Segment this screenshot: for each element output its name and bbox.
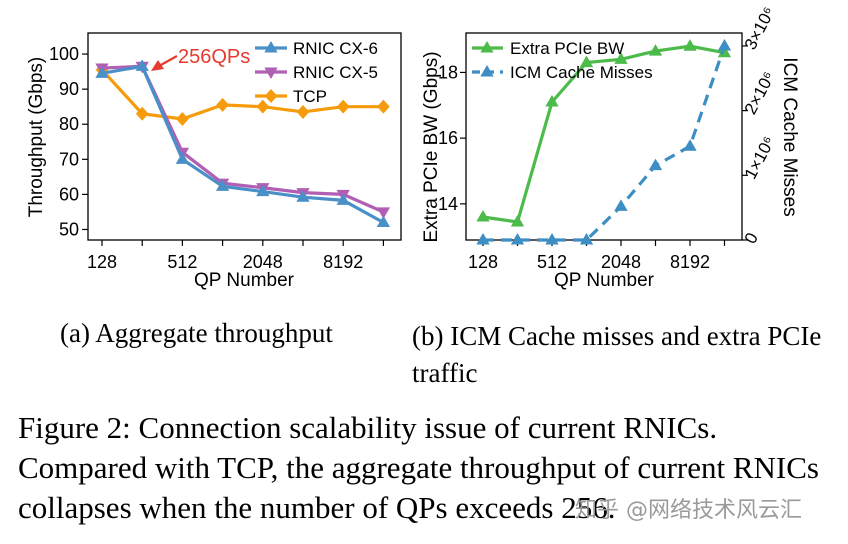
data-point — [614, 52, 628, 64]
data-point — [510, 233, 525, 245]
chart-b-legend: Extra PCIe BW ICM Cache Misses — [472, 39, 653, 82]
legend-label: ICM Cache Misses — [510, 63, 653, 82]
data-point — [135, 106, 149, 121]
y2-tick-label: 0 — [741, 230, 762, 247]
data-point — [296, 190, 310, 202]
data-point — [545, 233, 559, 245]
data-point — [510, 214, 525, 227]
chart-a-plot-area — [95, 59, 391, 228]
data-point — [648, 44, 663, 56]
y-tick-label: 60 — [59, 184, 79, 204]
chart-b-right-axis: 0 1×10⁶ 2×10⁶ 3×10⁶ — [741, 4, 779, 247]
series-line — [101, 64, 385, 224]
data-point — [476, 210, 490, 222]
data-point — [135, 59, 149, 71]
data-point — [579, 55, 594, 68]
data-point — [256, 99, 270, 114]
chart-a-x-label: QP Number — [194, 270, 295, 291]
y-tick-label: 14 — [438, 194, 458, 214]
chart-b-x-axis: 128 512 2048 8192 — [468, 240, 726, 272]
legend-marker — [480, 41, 494, 53]
legend-marker — [264, 67, 278, 79]
chart-a-legend: RNIC CX-6 RNIC CX-5 TCP — [255, 39, 378, 106]
x-tick-label: 8192 — [323, 252, 363, 272]
data-point — [545, 95, 559, 107]
data-point — [683, 39, 697, 51]
y-tick-label: 50 — [59, 219, 79, 239]
legend-label: TCP — [293, 87, 327, 106]
data-point — [256, 184, 270, 197]
x-tick-label: 128 — [87, 252, 117, 272]
data-point — [579, 233, 594, 245]
annotation-arrowhead — [151, 60, 164, 71]
data-point — [717, 45, 732, 58]
chart-b-y-label: Extra PCIe BW (Gbps) — [421, 51, 442, 242]
x-tick-label: 128 — [468, 252, 498, 272]
chart-a-y-axis: 50 60 70 80 90 100 — [49, 44, 88, 239]
chart-b-y2-label: ICM Cache Misses — [779, 57, 800, 216]
y2-tick-label: 1×10⁶ — [741, 133, 779, 182]
data-point — [176, 111, 189, 126]
data-point — [95, 66, 109, 78]
y-tick-label: 100 — [49, 44, 79, 64]
x-tick-label: 2048 — [601, 252, 641, 272]
caption-b: (b) ICM Cache misses and extra PCIe traf… — [412, 321, 822, 388]
chart-b-plot-area — [476, 38, 732, 245]
data-point — [376, 207, 391, 219]
x-tick-label: 2048 — [243, 252, 283, 272]
x-tick-label: 512 — [537, 252, 567, 272]
legend-label: RNIC CX-5 — [293, 63, 378, 82]
y-tick-label: 70 — [59, 149, 79, 169]
data-point — [717, 38, 732, 51]
chart-a-x-axis: 128 512 2048 8192 — [87, 240, 384, 272]
data-point — [336, 99, 350, 114]
data-point — [377, 99, 390, 114]
series-line — [482, 44, 725, 224]
data-point — [648, 158, 663, 171]
data-point — [336, 193, 350, 205]
x-tick-label: 512 — [167, 252, 197, 272]
y-tick-label: 18 — [438, 62, 458, 82]
watermark: 知乎 @网络技术风云汇 — [575, 498, 802, 523]
data-point — [376, 215, 391, 228]
data-point — [476, 233, 490, 245]
series-line — [100, 68, 384, 121]
annotation-label: 256QPs — [178, 46, 250, 68]
y-tick-label: 80 — [59, 114, 79, 134]
chart-icm-pcie: 14 16 18 0 1×10⁶ 2×10⁶ 3×10⁶ 128 512 2048 8192 E… — [421, 4, 800, 291]
y-tick-label: 16 — [438, 128, 458, 148]
y-tick-label: 90 — [59, 79, 79, 99]
data-point — [175, 152, 190, 164]
chart-a-frame — [87, 32, 402, 241]
data-point — [216, 97, 229, 112]
legend-marker — [480, 65, 494, 77]
data-point — [683, 139, 697, 151]
figure-charts: 50 60 70 80 90 100 128 512 2048 8192 Throughput … — [26, 4, 800, 291]
chart-throughput: 50 60 70 80 90 100 128 512 2048 8192 Throughput … — [26, 32, 402, 291]
chart-b-left-axis: 14 16 18 — [438, 62, 466, 214]
chart-a-y-label: Throughput (Gbps) — [26, 57, 47, 218]
legend-marker — [264, 89, 278, 103]
figure-caption: Figure 2: Connection scalability issue o… — [18, 410, 819, 525]
chart-b-frame — [465, 32, 743, 241]
x-tick-label: 8192 — [670, 252, 710, 272]
data-point — [215, 179, 230, 191]
y2-tick-label: 2×10⁶ — [741, 69, 779, 118]
caption-a: (a) Aggregate throughput — [60, 318, 333, 348]
legend-label: Extra PCIe BW — [510, 39, 624, 58]
chart-b-x-label: QP Number — [554, 270, 655, 291]
annotation-arrow — [158, 55, 178, 67]
legend-label: RNIC CX-6 — [293, 39, 378, 58]
y2-tick-label: 3×10⁶ — [741, 4, 779, 53]
data-point — [614, 199, 628, 211]
data-point — [296, 104, 310, 119]
legend-marker — [264, 41, 278, 53]
chart-a-annotation: 256QPs — [151, 46, 250, 71]
